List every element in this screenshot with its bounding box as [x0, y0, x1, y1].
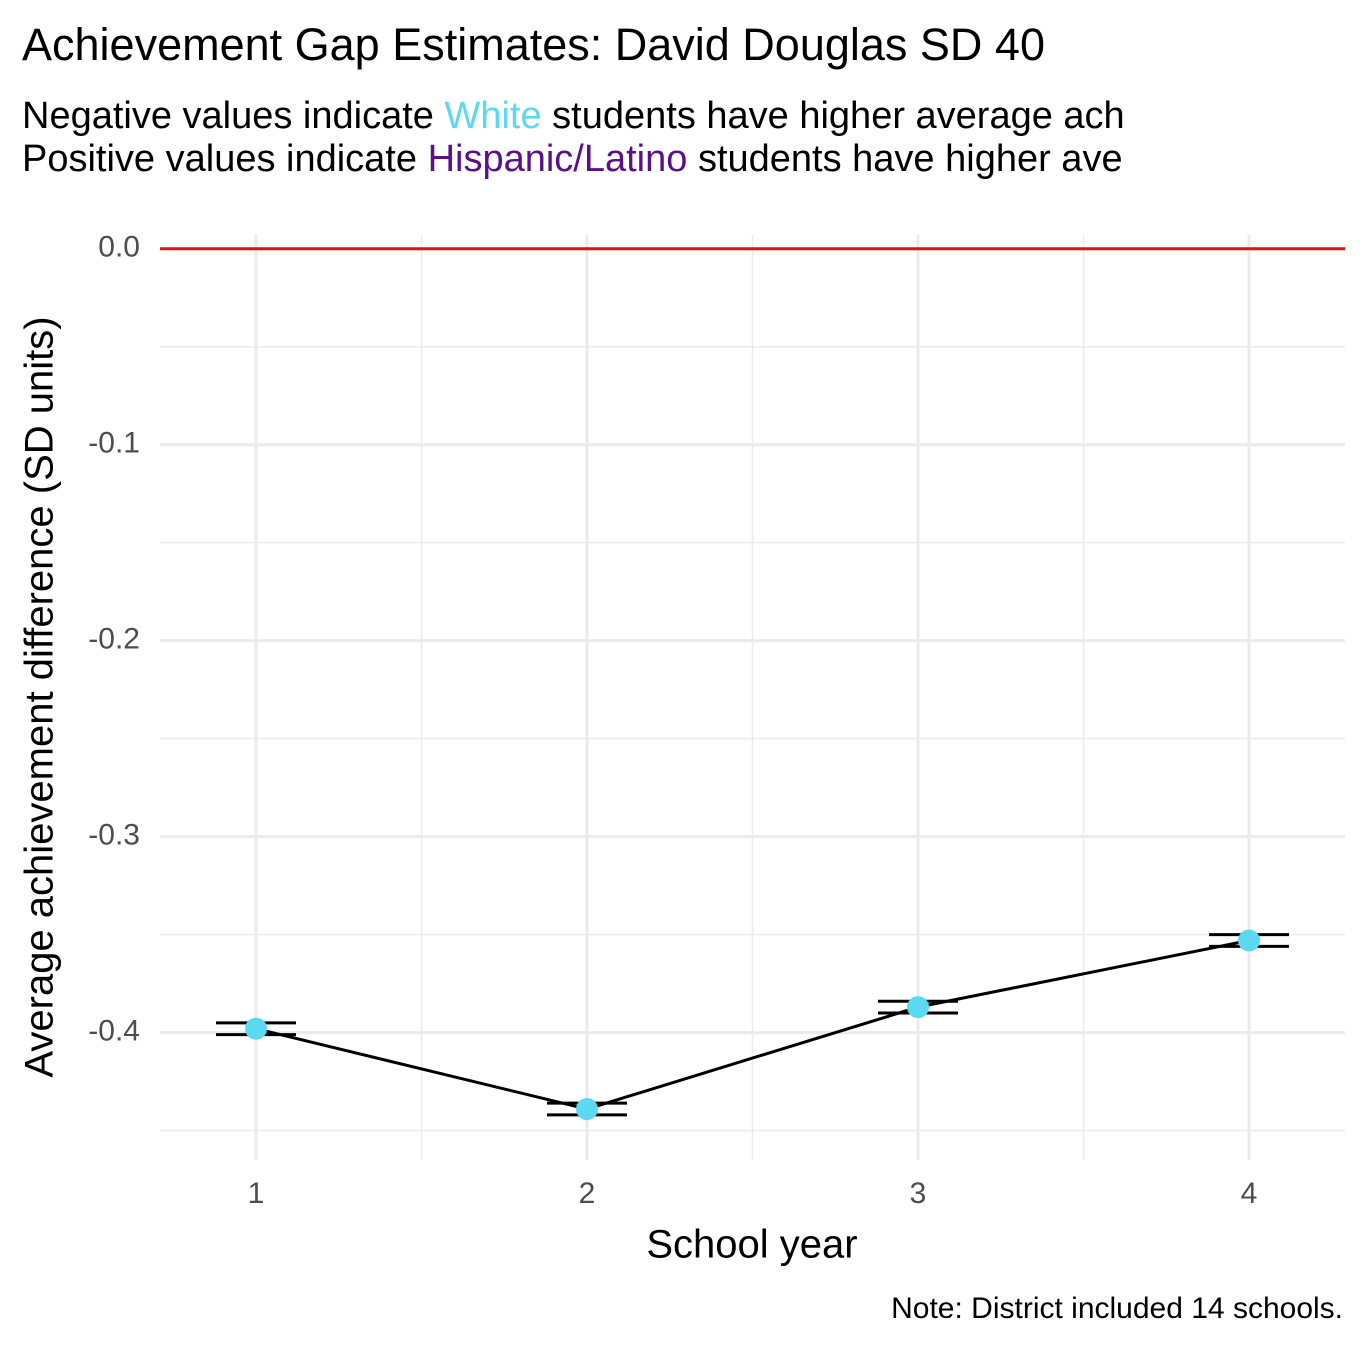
subtitle-part: Hispanic/Latino	[428, 138, 688, 180]
subtitle-part: White	[444, 95, 541, 137]
subtitle: Negative values indicate White students …	[22, 95, 1125, 137]
point	[1238, 929, 1261, 952]
chart-title: Achievement Gap Estimates: David Douglas…	[22, 19, 1045, 70]
y-tick-label: 0.0	[98, 231, 140, 264]
point	[907, 996, 930, 1019]
y-axis-title: Average achievement difference (SD units…	[18, 316, 62, 1077]
y-tick-label: -0.2	[88, 623, 140, 656]
subtitle-part: Negative values indicate	[22, 95, 444, 137]
y-tick-label: -0.1	[88, 427, 140, 460]
point	[575, 1098, 598, 1121]
subtitle-part: students have higher ave	[687, 138, 1122, 180]
note: Note: District included 14 schools.	[891, 1292, 1343, 1325]
y-tick-label: -0.3	[88, 819, 140, 852]
point	[244, 1017, 267, 1040]
subtitle-part: students have higher average ach	[542, 95, 1125, 137]
x-tick-label: 3	[910, 1177, 927, 1210]
x-tick-label: 1	[248, 1177, 265, 1210]
subtitle: Positive values indicate Hispanic/Latino…	[22, 138, 1123, 180]
x-tick-label: 4	[1241, 1177, 1258, 1210]
y-tick-label: -0.4	[88, 1015, 140, 1048]
line	[255, 939, 1250, 1111]
x-axis-title: School year	[646, 1223, 857, 1267]
x-tick-label: 2	[579, 1177, 596, 1210]
subtitle-part: Positive values indicate	[22, 138, 428, 180]
